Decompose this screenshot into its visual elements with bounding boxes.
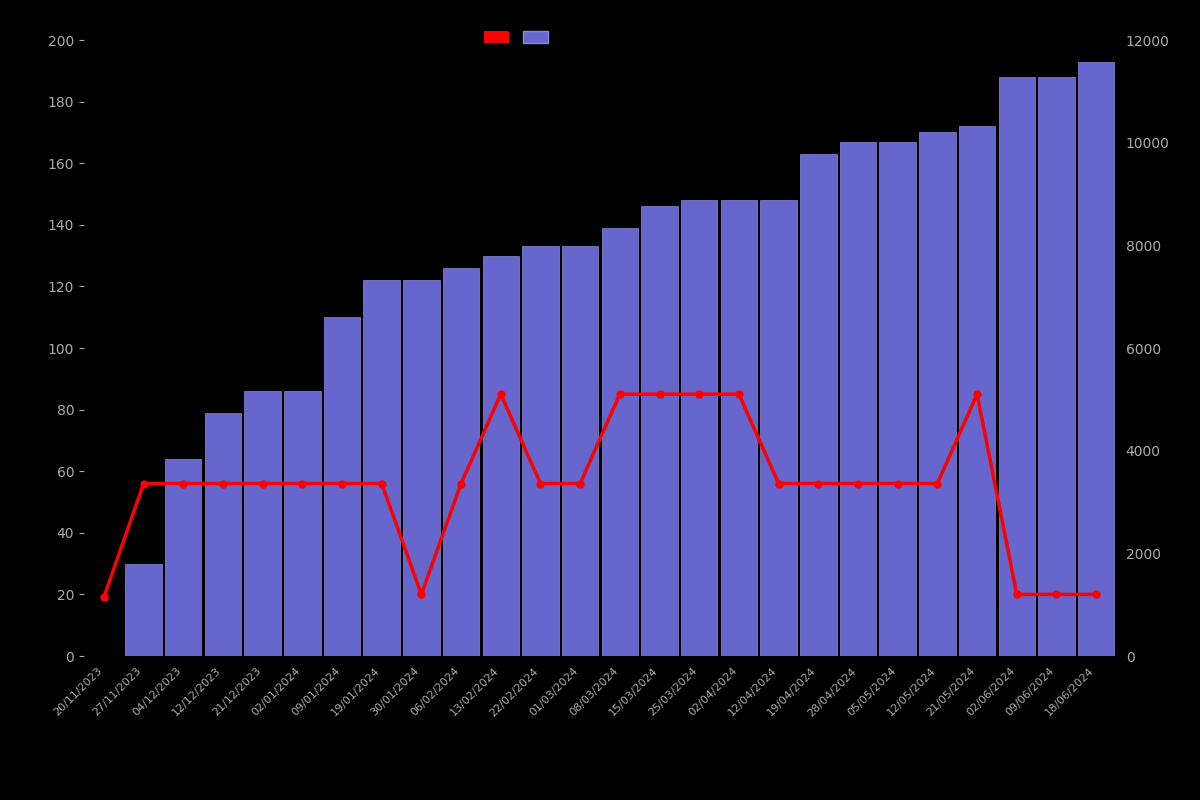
Bar [761, 200, 797, 656]
Bar [245, 391, 281, 656]
Bar [324, 318, 360, 656]
Bar [164, 459, 202, 656]
Bar [284, 391, 320, 656]
Bar [998, 77, 1036, 656]
Bar [641, 206, 678, 656]
Bar [880, 142, 916, 656]
Bar [522, 246, 559, 656]
Bar [125, 564, 162, 656]
Bar [959, 126, 995, 656]
Bar [800, 154, 836, 656]
Bar [403, 280, 439, 656]
Bar [680, 200, 718, 656]
Bar [919, 133, 955, 656]
Bar [721, 200, 757, 656]
Bar [205, 413, 241, 656]
Bar [364, 280, 400, 656]
Bar [1078, 62, 1115, 656]
Bar [601, 228, 638, 656]
Bar [443, 268, 479, 656]
Bar [1038, 77, 1075, 656]
Legend: , : , [479, 26, 557, 50]
Bar [562, 246, 599, 656]
Bar [840, 142, 876, 656]
Bar [482, 256, 520, 656]
